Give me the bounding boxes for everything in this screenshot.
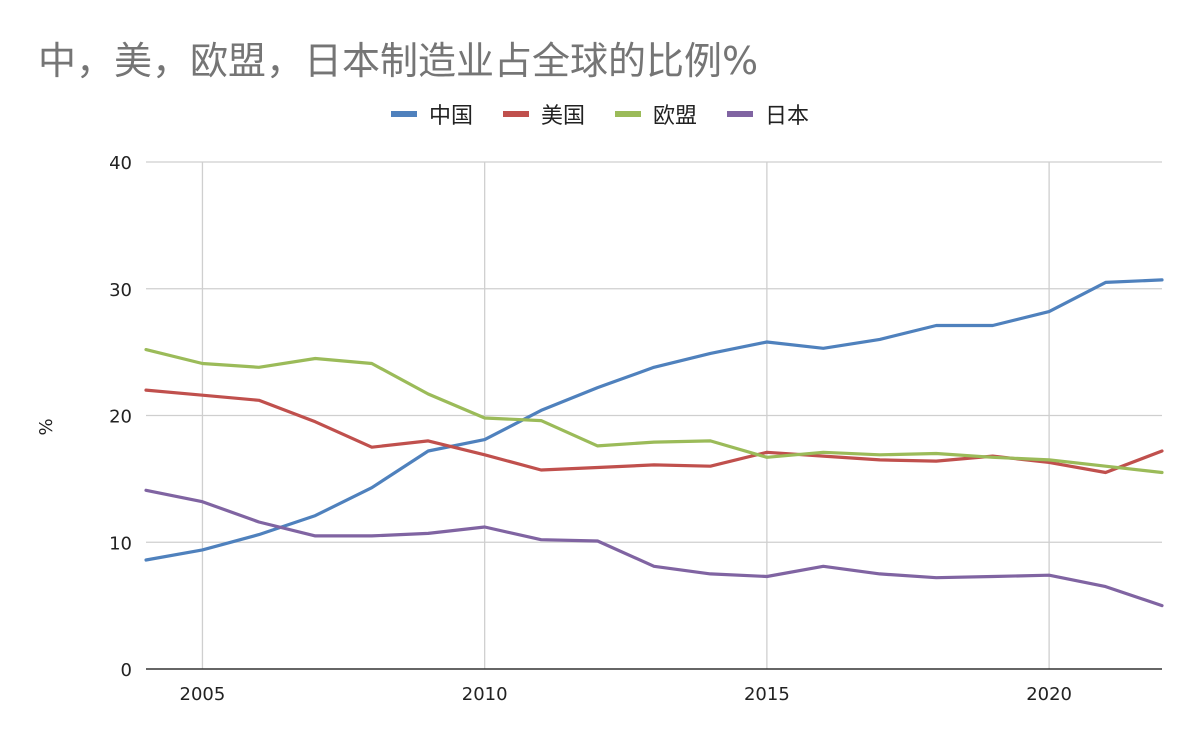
legend-swatch-japan	[727, 111, 754, 117]
x-axis: 2005 2010 2015 2020	[146, 668, 1162, 705]
x-tick-label-2020: 2020	[1026, 684, 1072, 705]
legend-swatch-usa	[502, 111, 529, 117]
y-tick-label-30: 30	[109, 280, 132, 301]
legend-item-china[interactable]: 中国	[390, 98, 473, 130]
grid-lines	[146, 161, 1162, 669]
legend-swatch-eu	[615, 111, 641, 117]
y-tick-label-10: 10	[109, 533, 132, 554]
y-tick-label-20: 20	[109, 407, 132, 428]
legend-label-eu: 欧盟	[653, 104, 698, 129]
legend-item-usa[interactable]: 美国	[502, 98, 585, 130]
legend-label-china: 中国	[428, 104, 473, 129]
y-tick-label-40: 40	[109, 153, 132, 174]
series-line-japan	[144, 488, 1164, 608]
y-axis: 0 10 20 30 40	[109, 153, 132, 681]
chart-title: 中，美，欧盟，日本制造业占全球的比例%	[38, 39, 759, 83]
x-tick-label-2015: 2015	[744, 684, 790, 705]
y-axis-label: %	[36, 418, 57, 435]
legend-label-japan: 日本	[765, 104, 810, 129]
chart-legend: 中国 美国 欧盟 日本	[0, 98, 1200, 130]
legend-swatch-china	[390, 111, 417, 117]
y-tick-label-0: 0	[121, 660, 132, 681]
series-line-eu	[144, 348, 1164, 475]
legend-item-eu[interactable]: 欧盟	[615, 98, 697, 130]
series-line-china	[144, 278, 1164, 562]
x-tick-label-2005: 2005	[180, 684, 226, 705]
legend-label-usa: 美国	[540, 104, 585, 129]
x-tick-label-2010: 2010	[462, 684, 508, 705]
series-lines	[144, 278, 1164, 608]
series-line-usa	[144, 388, 1164, 475]
legend-item-japan[interactable]: 日本	[727, 98, 809, 130]
